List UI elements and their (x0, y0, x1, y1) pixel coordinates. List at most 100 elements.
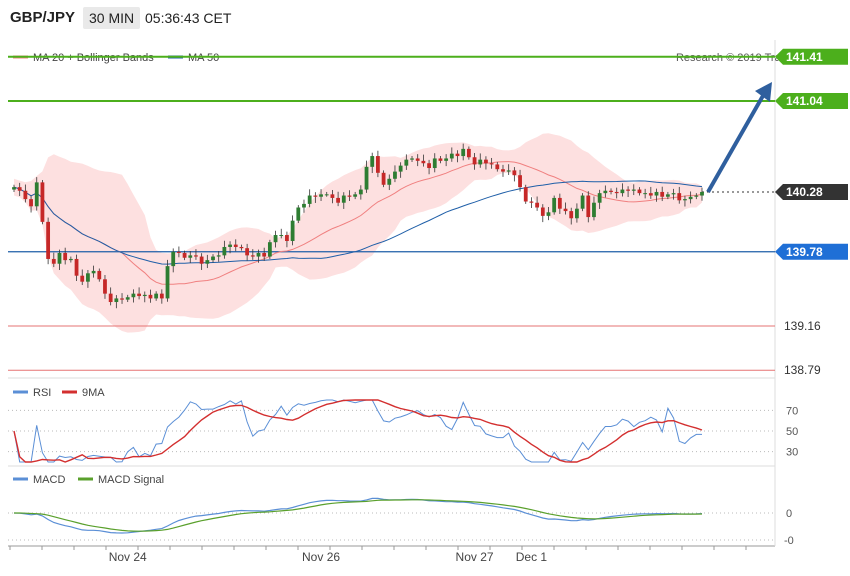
macd-panel: 0 -0 (8, 497, 794, 547)
candle (205, 254, 210, 269)
candle-body (552, 197, 557, 213)
candle (302, 199, 306, 213)
candle (165, 259, 170, 302)
candle-body (120, 298, 124, 300)
candle-body (540, 207, 545, 216)
candle (216, 251, 221, 262)
candle-body (290, 220, 295, 241)
candle-body (171, 251, 176, 267)
candle (700, 187, 704, 201)
candle (580, 193, 585, 212)
candle (148, 289, 153, 303)
candle (154, 291, 159, 301)
level-label-box-current (775, 183, 848, 200)
candle (273, 230, 278, 248)
candle (381, 170, 386, 188)
candle (495, 162, 500, 172)
rsi-ma-line (13, 399, 703, 463)
candle (410, 156, 414, 163)
chart-canvas: MA 20 + Bollinger Bands MA 50 Research ©… (8, 40, 848, 564)
price-legend: MA 20 + Bollinger Bands MA 50 (13, 52, 219, 64)
candle (665, 191, 670, 200)
candle-body (131, 293, 136, 298)
candle (387, 174, 392, 191)
candle-body (233, 244, 238, 247)
candle (557, 193, 562, 214)
forecast-arrow (706, 82, 772, 193)
candle (97, 268, 102, 282)
candle-body (535, 202, 540, 208)
candle-body (86, 273, 90, 282)
candle (626, 186, 630, 197)
candle-body (370, 156, 375, 167)
forecast-arrow-shaft (706, 93, 766, 193)
candle (449, 147, 454, 162)
candle-body (307, 195, 312, 204)
candle (370, 152, 375, 174)
candle (603, 185, 608, 198)
rsi-legend-label: RSI (33, 387, 51, 399)
candle (296, 205, 301, 224)
candle-body (694, 195, 699, 197)
candle (455, 150, 460, 163)
chart-header: GBP/JPY 30 MIN 05:36:43 CET (0, 0, 850, 36)
candle (421, 154, 426, 167)
candle-body (575, 208, 579, 219)
candle (648, 186, 653, 199)
candle (677, 186, 682, 204)
candle (313, 192, 318, 203)
candle-body (376, 156, 380, 173)
candle (643, 188, 648, 199)
candle-body (159, 293, 164, 299)
candle (279, 228, 284, 239)
candle (529, 197, 534, 208)
ma50-line (13, 180, 703, 265)
moving-averages (13, 161, 703, 285)
candle-body (273, 235, 278, 243)
candle-body (466, 148, 471, 158)
candle-body (671, 193, 676, 195)
rsi-line (13, 399, 702, 463)
candle-body (330, 194, 335, 198)
ma50-legend-label: MA 50 (188, 52, 219, 64)
candle (575, 203, 579, 223)
candle-body (245, 248, 250, 256)
candle-body (341, 195, 346, 203)
candle (182, 250, 187, 261)
candle (222, 240, 227, 259)
candle (194, 249, 198, 260)
candle-body (455, 153, 460, 157)
candle (307, 189, 312, 208)
candle (523, 184, 528, 204)
candle (68, 256, 73, 263)
candle-body (358, 189, 363, 195)
candle (501, 164, 505, 177)
candle-body (29, 199, 33, 207)
candle (432, 153, 437, 173)
time-axis-label: Nov 27 (456, 550, 494, 564)
candle-body (302, 203, 306, 208)
candle-body (643, 193, 648, 195)
timeframe-badge[interactable]: 30 MIN (83, 7, 141, 29)
macd-signal-legend-label: MACD Signal (98, 474, 164, 486)
candle-body (648, 193, 653, 196)
candle-body (478, 159, 483, 165)
candle-body (660, 191, 665, 197)
candle-body (683, 199, 687, 201)
candle-body (353, 194, 358, 197)
candle-body (563, 208, 568, 212)
candle-body (529, 201, 534, 203)
candle-body (40, 182, 45, 222)
macd-line (13, 497, 703, 534)
candle-body (176, 251, 181, 253)
candle-body (557, 197, 562, 209)
candle (461, 143, 466, 161)
candle-body (404, 159, 409, 166)
candle-body (313, 195, 318, 197)
candle (57, 249, 62, 270)
candle-body (165, 266, 170, 299)
candle (29, 195, 33, 213)
candle (398, 162, 403, 178)
candle (176, 246, 181, 258)
candle (46, 217, 51, 265)
